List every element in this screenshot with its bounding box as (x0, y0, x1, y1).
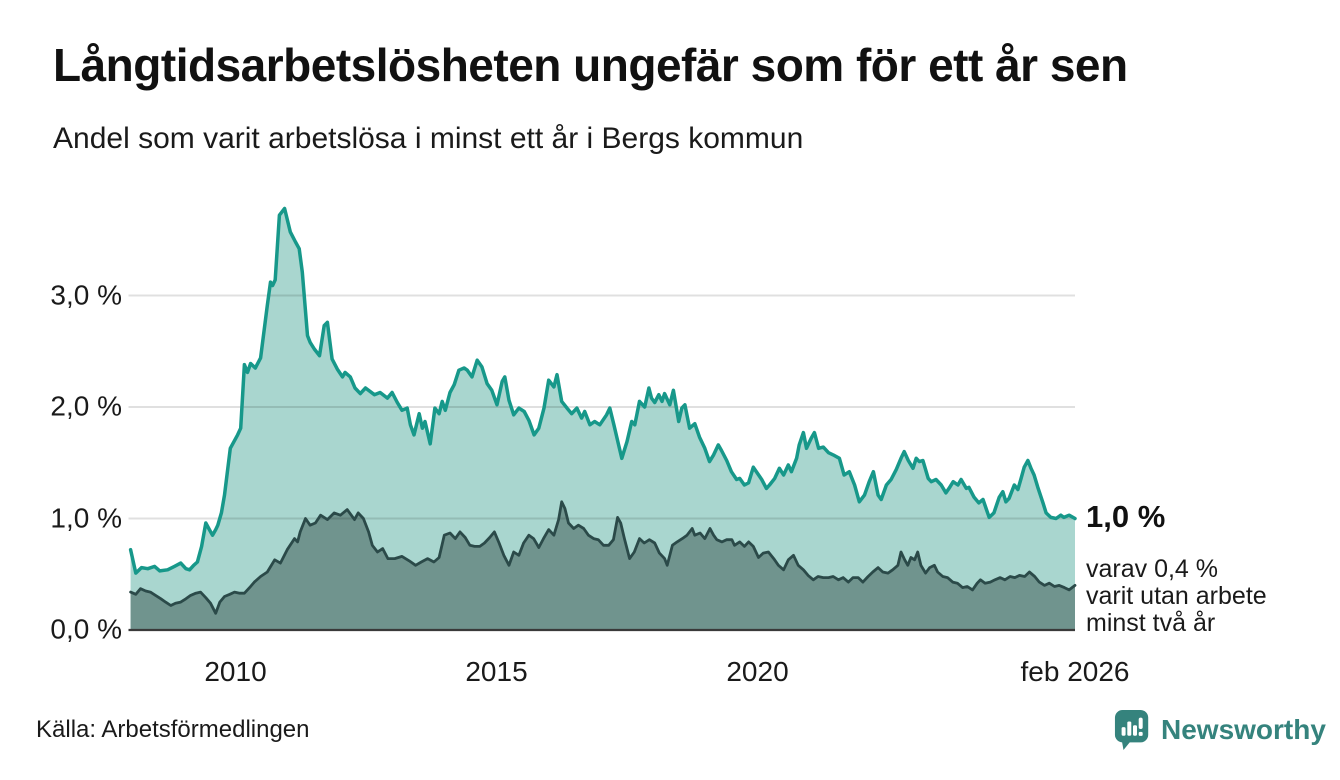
y-tick-label: 0,0 % (50, 613, 122, 645)
end-annotation: varav 0,4 % varit utan arbete minst två … (1086, 556, 1267, 637)
end-value-label: 1,0 % (1086, 499, 1166, 534)
line-total (128, 206, 1077, 575)
bar-chart-glyph (1121, 717, 1143, 736)
speech-bubble-shape (1114, 710, 1149, 750)
newsworthy-icon (1114, 708, 1152, 752)
brand-wordmark: Newsworthy (1161, 714, 1326, 745)
end-annotation-line: varav 0,4 % (1086, 555, 1219, 583)
page-title: Långtidsarbetslösheten ungefär som för e… (53, 39, 1128, 91)
line-two-years (129, 500, 1077, 615)
y-tick-label: 3,0 % (50, 278, 122, 310)
y-tick-label: 1,0 % (50, 501, 122, 533)
x-tick-label: 2015 (465, 656, 528, 687)
page-subtitle: Andel som varit arbetslösa i minst ett å… (53, 122, 804, 155)
gridlines (128, 294, 1075, 520)
brand-logo: Newsworthy (1114, 708, 1326, 752)
y-tick-label: 2,0 % (50, 390, 122, 422)
end-annotation-line: varit utan arbete (1086, 582, 1267, 610)
area-two-years (130, 501, 1076, 630)
x-tick-label: feb 2026 (1020, 656, 1130, 687)
source-note: Källa: Arbetsförmedlingen (36, 716, 310, 743)
end-annotation-line: minst två år (1086, 609, 1216, 637)
x-tick-label: 2010 (204, 656, 267, 687)
x-tick-label: 2020 (726, 656, 789, 687)
